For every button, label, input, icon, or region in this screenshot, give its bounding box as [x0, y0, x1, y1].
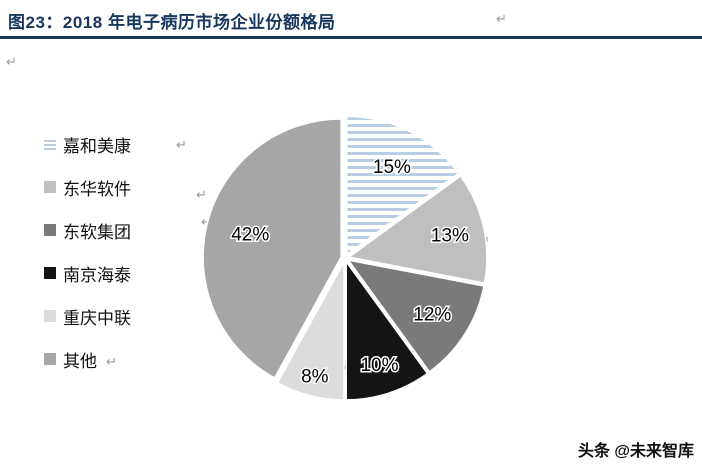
- pie-chart: 15% 13% 12% 10% 8% 42%: [202, 115, 488, 401]
- legend-label: 东华软件: [63, 179, 131, 199]
- paragraph-mark: ↵: [201, 214, 212, 229]
- legend-label: 南京海泰: [63, 265, 131, 285]
- pie-slice-1: [347, 174, 488, 284]
- legend-swatch: [44, 353, 56, 365]
- pie-slices: [202, 115, 488, 401]
- legend-item-1: 东华软件: [44, 175, 131, 199]
- legend-item-4: 重庆中联: [44, 304, 131, 328]
- watermark: 头条 @未来智库: [577, 443, 694, 460]
- pie-slice-label-1: 13%: [431, 226, 469, 247]
- legend-swatch: [44, 310, 56, 322]
- pie-slice-0: [346, 115, 460, 256]
- legend-label: 重庆中联: [63, 308, 131, 328]
- figure-title: 图23：2018 年电子病历市场企业份额格局: [8, 13, 336, 32]
- paragraph-mark: ↵: [6, 54, 17, 69]
- pie-slice-label-3: 10%: [360, 355, 398, 376]
- pie-slice-label-0: 15%: [373, 157, 411, 178]
- title-divider: [0, 36, 702, 39]
- pie-slice-5: [202, 118, 342, 379]
- pie-slice-label-5: 42%: [231, 225, 269, 246]
- paragraph-mark: ↵: [496, 11, 507, 26]
- pie-slice-label-4: 8%: [301, 366, 329, 387]
- legend-label: 其他: [63, 351, 97, 371]
- paragraph-mark: ↵: [106, 354, 117, 369]
- legend-swatch: [44, 224, 56, 236]
- legend-swatch: [44, 181, 56, 193]
- legend-swatch: [44, 138, 56, 150]
- legend-label: 嘉和美康: [63, 136, 131, 156]
- legend-item-3: 南京海泰: [44, 261, 131, 285]
- paragraph-mark: ↵: [196, 187, 207, 202]
- pie-slice-4: [276, 261, 345, 401]
- legend-label: 东软集团: [63, 222, 131, 242]
- pie-slice-labels: 15% 13% 12% 10% 8% 42%: [230, 155, 471, 389]
- pie-slice-3: [345, 259, 429, 401]
- paragraph-mark: ↵: [176, 137, 187, 152]
- pie-slice-label-2: 12%: [413, 304, 451, 325]
- legend: 嘉和美康东华软件东软集团南京海泰重庆中联其他: [44, 132, 131, 390]
- legend-item-0: 嘉和美康: [44, 132, 131, 156]
- legend-swatch: [44, 267, 56, 279]
- legend-item-2: 东软集团: [44, 218, 131, 242]
- legend-item-5: 其他: [44, 347, 131, 371]
- pie-slice-2: [346, 259, 485, 373]
